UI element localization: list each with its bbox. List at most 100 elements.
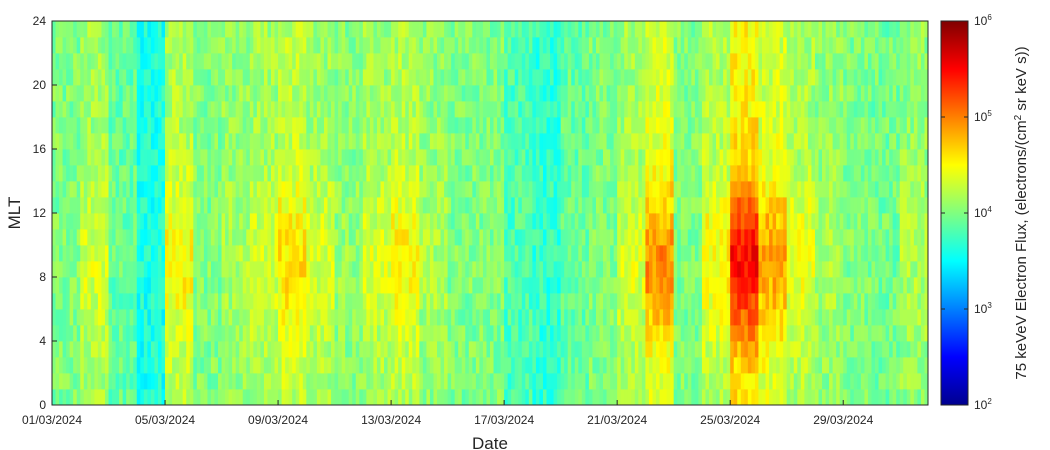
heatmap-cell <box>147 325 152 342</box>
heatmap-cell <box>733 37 738 54</box>
heatmap-cell <box>119 261 124 278</box>
heatmap-cell <box>656 309 660 326</box>
heatmap-cell <box>165 261 169 278</box>
heatmap-cell <box>730 389 735 406</box>
heatmap-cell <box>246 373 251 390</box>
heatmap-cell <box>691 85 696 102</box>
heatmap-cell <box>663 261 668 278</box>
heatmap-cell <box>239 389 244 406</box>
heatmap-cell <box>454 197 459 214</box>
heatmap-cell <box>465 53 470 70</box>
heatmap-cell <box>542 69 547 86</box>
heatmap-cell <box>620 181 625 198</box>
heatmap-cell <box>380 53 385 70</box>
heatmap-cell <box>249 165 254 182</box>
heatmap-cell <box>352 325 357 342</box>
heatmap-cell <box>398 149 403 166</box>
heatmap-cell <box>373 85 378 102</box>
heatmap-cell <box>136 213 141 230</box>
heatmap-cell <box>447 341 452 358</box>
heatmap-cell <box>126 101 131 118</box>
heatmap-cell <box>709 85 713 102</box>
heatmap-cell <box>422 245 427 262</box>
heatmap-cell <box>765 293 770 310</box>
heatmap-cell <box>631 21 636 38</box>
heatmap-cell <box>444 245 449 262</box>
heatmap-cell <box>532 181 537 198</box>
heatmap-cell <box>207 245 212 262</box>
heatmap-cell <box>415 101 420 118</box>
heatmap-cell <box>546 85 551 102</box>
heatmap-cell <box>500 357 505 374</box>
heatmap-cell <box>437 101 441 118</box>
heatmap-cell <box>281 389 286 406</box>
heatmap-cell <box>670 261 675 278</box>
heatmap-cell <box>345 261 350 278</box>
heatmap-cell <box>461 85 466 102</box>
heatmap-cell <box>108 389 113 406</box>
heatmap-cell <box>376 213 381 230</box>
heatmap-cell <box>115 261 120 278</box>
heatmap-cell <box>331 325 335 342</box>
heatmap-cell <box>500 53 505 70</box>
heatmap-cell <box>765 37 770 54</box>
heatmap-cell <box>521 309 526 326</box>
heatmap-cell <box>504 197 509 214</box>
heatmap-cell <box>225 69 230 86</box>
heatmap-cell <box>210 341 215 358</box>
heatmap-cell <box>645 181 650 198</box>
heatmap-cell <box>472 213 477 230</box>
heatmap-cell <box>235 197 240 214</box>
heatmap-cell <box>101 101 106 118</box>
heatmap-cell <box>218 245 222 262</box>
heatmap-cell <box>670 325 675 342</box>
heatmap-cell <box>599 389 604 406</box>
heatmap-cell <box>193 373 198 390</box>
heatmap-cell <box>564 373 569 390</box>
heatmap-cell <box>87 325 92 342</box>
heatmap-cell <box>528 53 533 70</box>
heatmap-cell <box>574 101 579 118</box>
heatmap-cell <box>186 133 191 150</box>
heatmap-cell <box>405 213 410 230</box>
heatmap-cell <box>663 149 668 166</box>
heatmap-cell <box>419 85 424 102</box>
heatmap-cell <box>384 277 388 294</box>
heatmap-cell <box>97 101 102 118</box>
heatmap-cell <box>486 197 491 214</box>
heatmap-cell <box>73 245 78 262</box>
heatmap-cell <box>157 133 162 150</box>
heatmap-cell <box>641 309 646 326</box>
heatmap-cell <box>412 69 417 86</box>
heatmap-cell <box>751 309 756 326</box>
heatmap-cell <box>564 325 569 342</box>
heatmap-cell <box>769 245 773 262</box>
heatmap-cell <box>751 389 756 406</box>
heatmap-cell <box>119 357 124 374</box>
heatmap-cell <box>387 21 392 38</box>
heatmap-cell <box>716 149 720 166</box>
heatmap-cell <box>458 261 463 278</box>
heatmap-cell <box>391 373 396 390</box>
heatmap-cell <box>143 245 148 262</box>
heatmap-cell <box>578 85 583 102</box>
heatmap-cell <box>518 181 523 198</box>
heatmap-cell <box>104 341 109 358</box>
heatmap-cell <box>684 277 689 294</box>
heatmap-cell <box>267 101 272 118</box>
heatmap-cell <box>299 69 304 86</box>
heatmap-cell <box>313 85 318 102</box>
heatmap-cell <box>747 149 752 166</box>
heatmap-cell <box>468 149 473 166</box>
heatmap-cell <box>189 325 194 342</box>
heatmap-cell <box>327 69 332 86</box>
heatmap-cell <box>161 69 166 86</box>
heatmap-cell <box>493 277 498 294</box>
heatmap-cell <box>203 261 208 278</box>
heatmap-cell <box>490 85 494 102</box>
heatmap-cell <box>461 261 466 278</box>
heatmap-cell <box>776 277 781 294</box>
heatmap-cell <box>553 53 558 70</box>
heatmap-cell <box>440 149 445 166</box>
heatmap-cell <box>129 53 134 70</box>
